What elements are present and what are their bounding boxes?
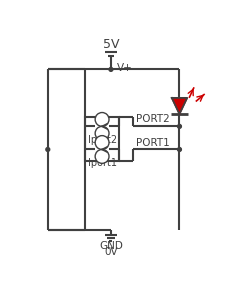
Circle shape (178, 124, 182, 128)
Text: Iport1: Iport1 (88, 158, 117, 168)
Text: Iport2: Iport2 (88, 135, 117, 145)
Circle shape (95, 126, 109, 140)
Circle shape (109, 67, 113, 71)
Text: GND: GND (99, 241, 123, 251)
Text: PORT2: PORT2 (136, 115, 169, 124)
Polygon shape (172, 98, 187, 114)
Text: 0V: 0V (104, 247, 118, 257)
Circle shape (95, 136, 109, 149)
Text: V+: V+ (117, 63, 133, 73)
Circle shape (95, 112, 109, 126)
Circle shape (95, 149, 109, 163)
Circle shape (46, 147, 50, 152)
Text: PORT1: PORT1 (136, 138, 169, 147)
Circle shape (178, 147, 182, 152)
Bar (85, 117, 119, 161)
Text: 5V: 5V (103, 38, 119, 51)
